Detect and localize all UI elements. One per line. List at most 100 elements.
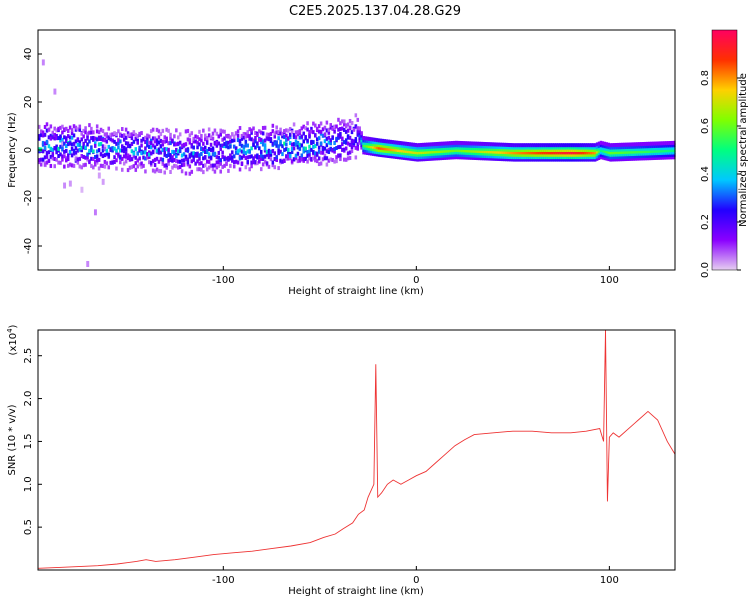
- spectrogram-cell: [534, 157, 537, 162]
- spectrogram-cell: [393, 142, 396, 147]
- spectrogram-cell: [175, 154, 178, 159]
- spectrogram-cell: [526, 150, 529, 155]
- spectrogram-cell: [580, 155, 583, 160]
- spectrogram-cell: [491, 149, 495, 154]
- spectrogram-cell: [192, 154, 195, 159]
- spectrogram-cell: [626, 147, 630, 152]
- spectrogram-cell: [186, 148, 190, 153]
- spectrogram-cell: [377, 143, 381, 148]
- spectrogram-cell: [593, 145, 597, 150]
- spectrogram-cell: [549, 152, 553, 157]
- spectrogram-cell: [483, 146, 487, 151]
- spectrogram-cell: [454, 148, 458, 152]
- spectrogram-cell: [485, 151, 489, 156]
- spectrogram-cell: [312, 130, 315, 135]
- spectrogram-cell: [360, 138, 363, 143]
- spectrogram-cell: [323, 153, 327, 158]
- spectrogram-cell: [279, 127, 282, 132]
- spectrogram-cell: [555, 145, 558, 150]
- spectrogram-cell: [74, 139, 78, 144]
- spectrogram-cell: [445, 151, 448, 155]
- spectrogram-cell: [59, 125, 62, 130]
- spectrogram-cell: [551, 145, 554, 150]
- spectrogram-cell: [205, 140, 209, 145]
- spectrogram-cell: [619, 154, 622, 159]
- spectrogram-cell: [167, 141, 170, 146]
- spectrogram-cell: [595, 152, 599, 156]
- spectrogram-cell: [655, 143, 659, 148]
- spectrogram-cell: [126, 156, 130, 161]
- spectrogram-cell: [93, 141, 97, 146]
- spectrogram-cell: [379, 148, 383, 153]
- spectrogram-cell: [215, 131, 219, 136]
- spectrogram-cell: [337, 135, 340, 140]
- spectrogram-cell: [456, 145, 460, 150]
- spectrogram-cell: [348, 150, 352, 155]
- spectrogram-cell: [271, 129, 275, 134]
- spectrogram-cell: [547, 157, 551, 162]
- spectrogram-cell: [491, 144, 495, 149]
- spectrogram-cell: [476, 146, 479, 151]
- spectrogram-cell: [456, 152, 460, 157]
- spectrogram-cell: [375, 142, 379, 147]
- spectrogram-cell: [487, 156, 491, 161]
- spectrogram-cell: [468, 148, 471, 153]
- spectrogram-cell: [176, 141, 180, 146]
- spectrogram-cell: [630, 144, 634, 149]
- spectrogram-cell: [196, 167, 199, 172]
- spectrogram-cell: [412, 147, 416, 152]
- spectrogram-cell: [578, 152, 582, 157]
- spectrogram-cell: [269, 157, 273, 162]
- spectrogram-cell: [66, 142, 70, 147]
- spectrogram-cell: [325, 156, 329, 161]
- spectrogram-cell: [275, 130, 278, 135]
- spectrogram-cell: [615, 147, 618, 152]
- spectrogram-cell: [43, 132, 47, 137]
- spectrogram-cell: [132, 151, 136, 156]
- spectrogram-cell: [375, 147, 379, 152]
- spectrogram-cell: [47, 150, 51, 155]
- spectrogram-cell: [512, 145, 516, 150]
- spectrogram-cell: [586, 148, 589, 152]
- spectrogram-cell: [638, 151, 641, 156]
- spectrogram-cell: [655, 155, 659, 160]
- spectrogram-cell: [302, 124, 305, 129]
- spectrogram-cell: [481, 151, 485, 156]
- spectrogram-cell: [667, 155, 670, 160]
- spectrogram-cell: [493, 147, 497, 152]
- spectrogram-cell: [447, 143, 450, 148]
- spectrogram-cell: [279, 158, 282, 163]
- spectrogram-cell: [95, 160, 99, 165]
- y-tick-label: 20: [23, 96, 34, 109]
- spectrogram-cell: [198, 161, 201, 166]
- spectrogram-cell: [97, 136, 101, 141]
- spectrogram-cell: [530, 148, 533, 152]
- spectrogram-cell: [534, 148, 537, 152]
- spectrogram-cell: [204, 155, 207, 160]
- spectrogram-cell: [671, 145, 674, 150]
- spectrogram-cell: [192, 157, 195, 162]
- spectrogram-cell: [198, 129, 201, 134]
- spectrogram-cell: [169, 169, 172, 174]
- spectrogram-cell: [530, 150, 533, 155]
- spectrogram-cell: [429, 142, 433, 147]
- spectrogram-cell: [84, 162, 87, 167]
- spectrogram-cell: [200, 151, 203, 156]
- spectrogram-cell: [205, 159, 209, 164]
- spectrogram-cell: [134, 136, 138, 141]
- spectrogram-cell: [261, 125, 265, 130]
- spectrogram-cell: [398, 141, 402, 146]
- spectrogram-cell: [381, 150, 385, 155]
- spectrogram-cell: [134, 161, 138, 166]
- spectrogram-cell: [169, 152, 172, 157]
- spectrogram-cell: [217, 155, 221, 160]
- spectrogram-cell: [176, 159, 180, 164]
- spectrogram-cell: [373, 137, 377, 142]
- spectrogram-cell: [294, 139, 298, 144]
- spectrogram-cell: [466, 153, 470, 158]
- spectrogram-cell: [410, 152, 414, 157]
- spectrogram-cell: [574, 150, 578, 155]
- spectrogram-cell: [520, 145, 524, 150]
- spectrogram-cell: [647, 153, 651, 158]
- spectrogram-cell: [300, 143, 304, 148]
